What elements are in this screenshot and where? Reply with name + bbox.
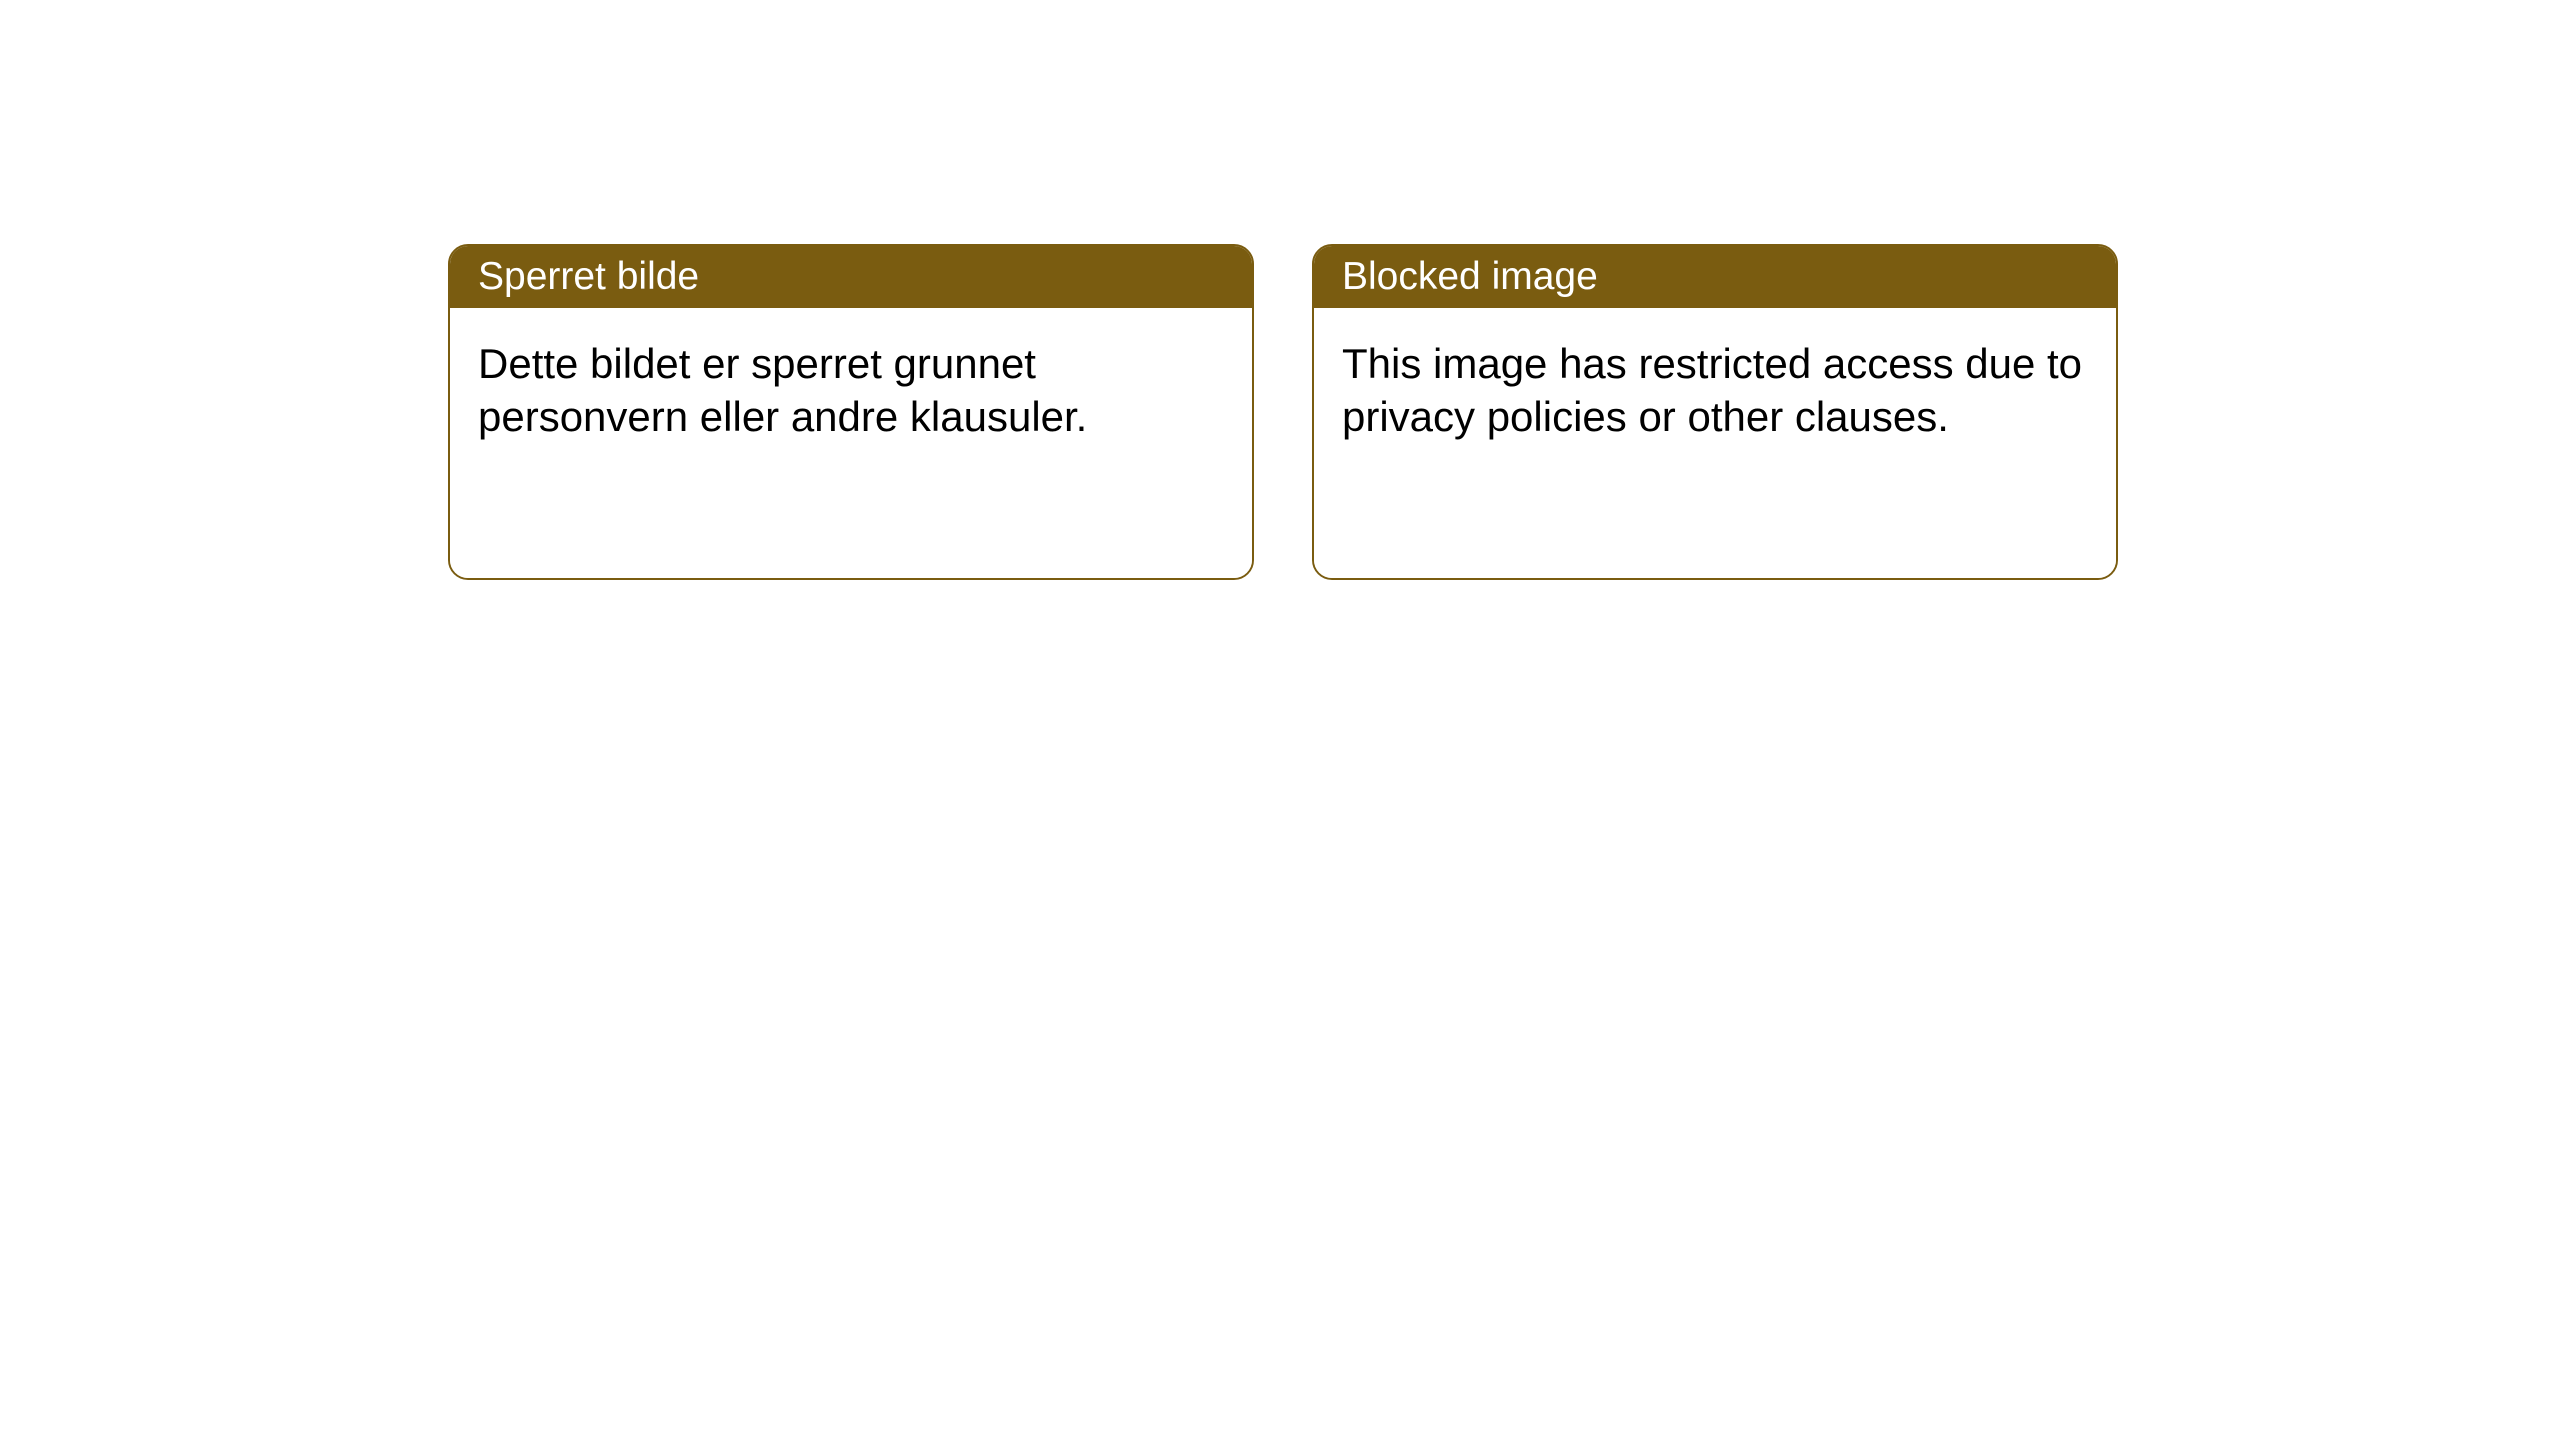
notice-body: Dette bildet er sperret grunnet personve… (450, 308, 1252, 578)
notice-header: Blocked image (1314, 246, 2116, 308)
notice-card-english: Blocked image This image has restricted … (1312, 244, 2118, 580)
notice-body: This image has restricted access due to … (1314, 308, 2116, 578)
notice-card-norwegian: Sperret bilde Dette bildet er sperret gr… (448, 244, 1254, 580)
notice-header: Sperret bilde (450, 246, 1252, 308)
notice-cards-container: Sperret bilde Dette bildet er sperret gr… (0, 0, 2560, 580)
